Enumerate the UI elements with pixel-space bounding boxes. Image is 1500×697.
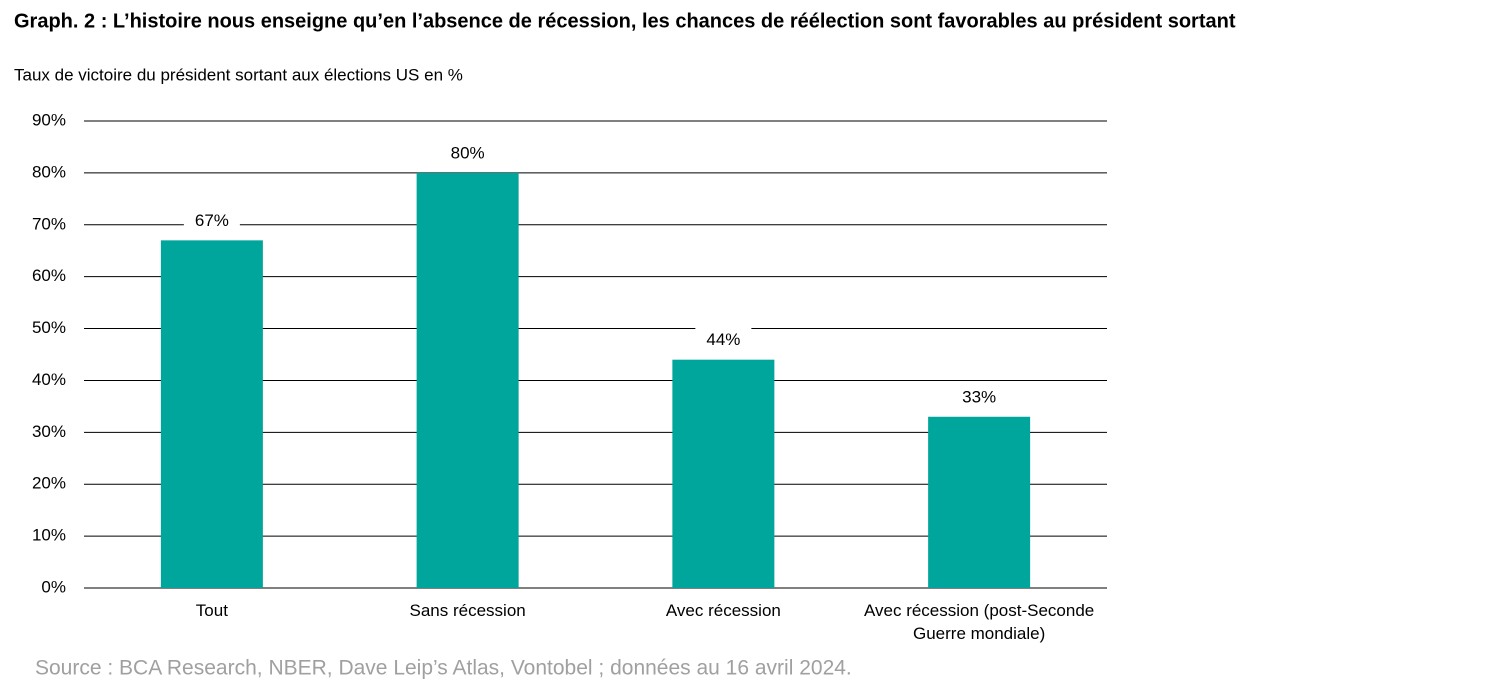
x-tick-label: Avec récession (post-Seconde Guerre mond… <box>863 601 1095 643</box>
data-label: 67% <box>195 211 229 230</box>
chart-subtitle: Taux de victoire du président sortant au… <box>14 65 463 84</box>
x-tick-label: Sans récession <box>409 601 526 620</box>
y-tick-label: 0% <box>41 577 66 596</box>
chart-title: Graph. 2 : L’histoire nous enseigne qu’e… <box>14 10 1236 32</box>
x-tick-label: Avec récession <box>665 601 781 620</box>
data-label: 80% <box>451 143 485 162</box>
x-tick-label: Tout <box>195 601 228 620</box>
label-background <box>695 327 752 352</box>
y-tick-label: 30% <box>32 422 66 441</box>
data-label: 33% <box>962 387 996 406</box>
bar <box>416 172 519 588</box>
y-tick-label: 20% <box>32 474 66 493</box>
data-label: 44% <box>706 330 740 349</box>
source-note: Source : BCA Research, NBER, Dave Leip’s… <box>35 657 852 680</box>
y-tick-label: 40% <box>32 370 66 389</box>
bar <box>928 416 1031 588</box>
label-background <box>951 384 1008 409</box>
label-background <box>439 140 496 165</box>
y-tick-label: 50% <box>32 318 66 337</box>
label-background <box>183 208 240 233</box>
y-tick-label: 10% <box>32 526 66 545</box>
bar <box>672 359 775 588</box>
y-tick-label: 80% <box>32 162 66 181</box>
y-tick-label: 90% <box>32 110 66 129</box>
bar <box>160 240 263 588</box>
y-tick-label: 60% <box>32 266 66 285</box>
y-tick-label: 70% <box>32 214 66 233</box>
